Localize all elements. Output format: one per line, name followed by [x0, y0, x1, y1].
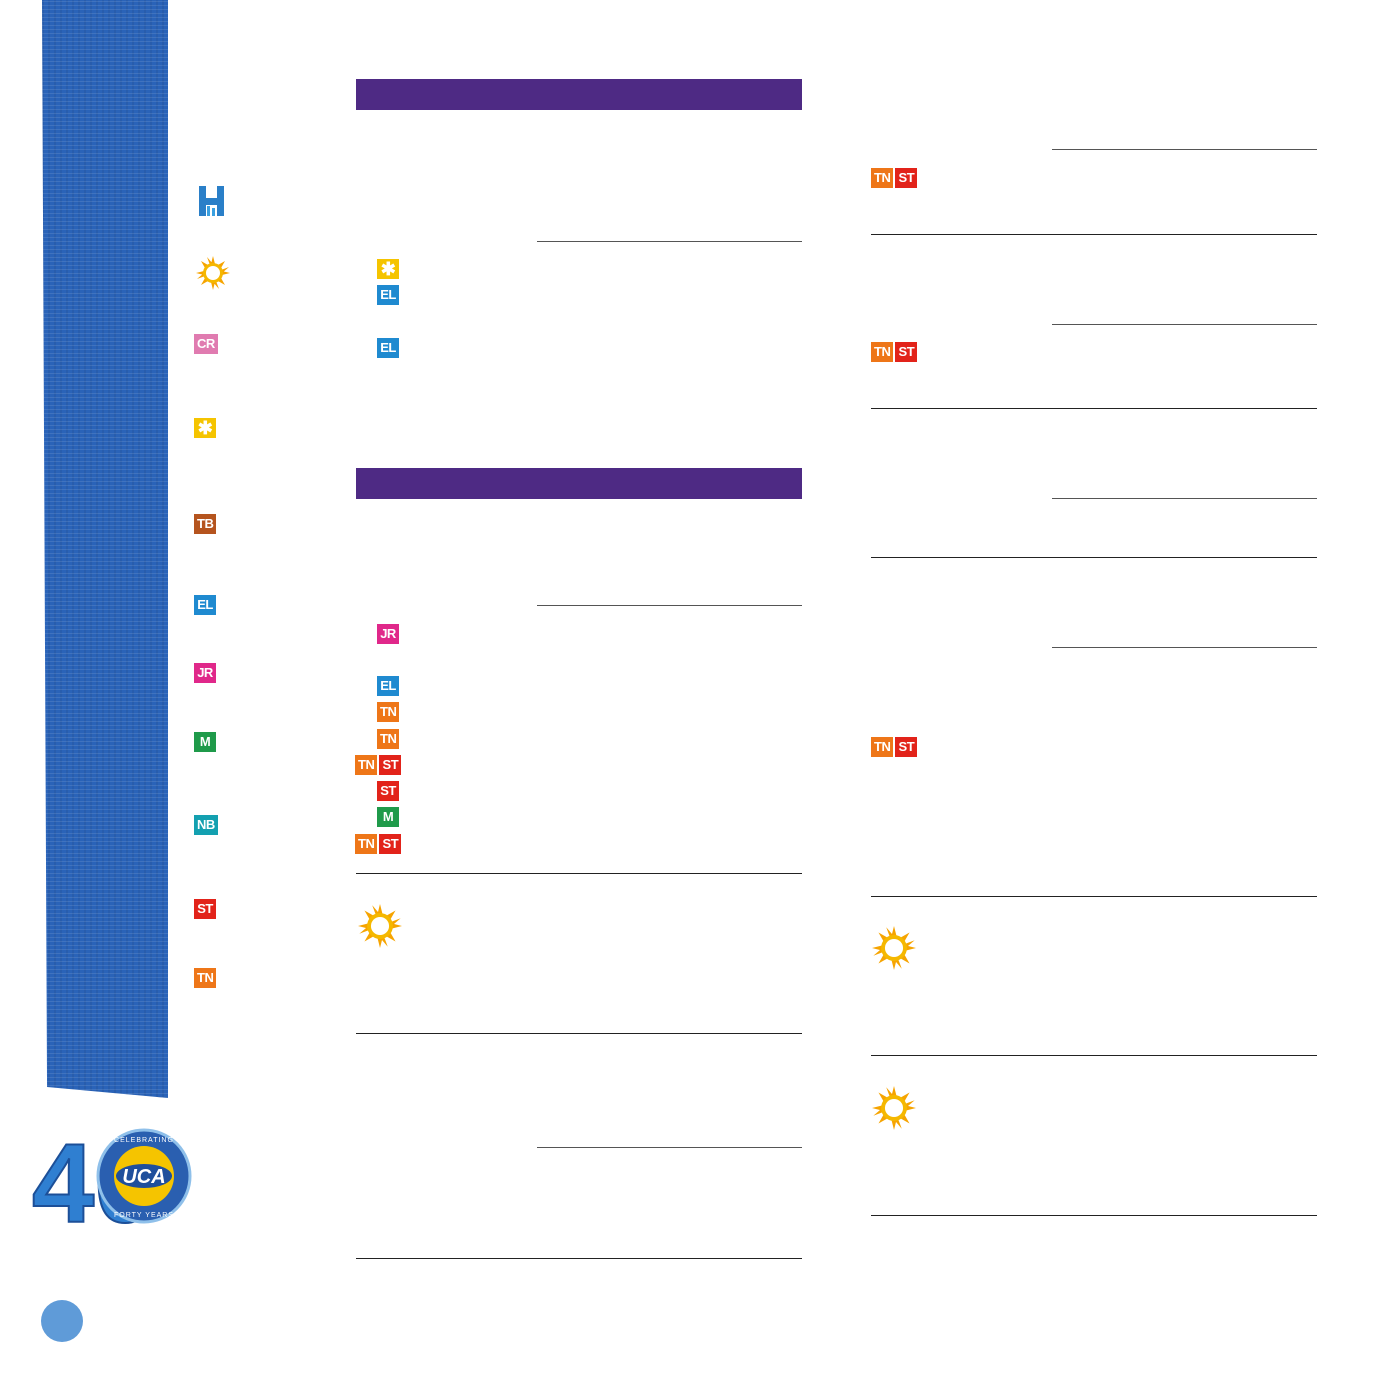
divider	[871, 1215, 1317, 1216]
badge-st: ST	[379, 755, 402, 775]
divider	[871, 1055, 1317, 1056]
badge-tn: TN	[871, 342, 894, 362]
badge-el: EL	[377, 285, 399, 305]
divider	[537, 241, 802, 242]
legend-badge-el: EL	[194, 595, 216, 615]
badge-pair-tn-st: TN ST	[871, 342, 918, 362]
badge-m: M	[377, 807, 399, 827]
divider	[537, 605, 802, 606]
badge-pair-tn-st: TN ST	[871, 168, 918, 188]
divider	[537, 1147, 802, 1148]
divider	[356, 1258, 802, 1259]
badge-tn: TN	[377, 702, 400, 722]
legend-badge-nb: NB	[194, 815, 218, 835]
badge-jr: JR	[377, 624, 399, 644]
divider	[871, 557, 1317, 558]
badge-st: ST	[895, 737, 918, 757]
badge-st: ST	[895, 342, 918, 362]
uca-40-logo: 40 UCA CELEBRATING FORTY YEARS	[32, 1124, 192, 1228]
badge-tn: TN	[377, 729, 400, 749]
badge-tn: TN	[355, 755, 378, 775]
legend-badge-star: ✱	[194, 418, 216, 438]
divider	[1052, 647, 1317, 648]
legend-badge-tb: TB	[194, 514, 217, 534]
divider	[1052, 498, 1317, 499]
badge-st: ST	[379, 834, 402, 854]
divider	[871, 896, 1317, 897]
badge-star: ✱	[377, 259, 399, 279]
badge-pair-tn-st: TN ST	[871, 737, 918, 757]
sun-icon	[358, 904, 402, 948]
divider	[871, 234, 1317, 235]
divider	[356, 873, 802, 874]
sun-icon	[872, 926, 916, 970]
sun-icon	[872, 1086, 916, 1130]
badge-pair-tn-st: TN ST	[355, 755, 402, 775]
legend-badge-tn: TN	[194, 968, 217, 988]
badge-tn: TN	[871, 168, 894, 188]
sun-icon	[196, 256, 230, 290]
h-icon	[199, 186, 224, 216]
divider	[871, 408, 1317, 409]
divider	[1052, 149, 1317, 150]
badge-el: EL	[377, 676, 399, 696]
legend-badge-cr: CR	[194, 334, 218, 354]
page-number-dot	[41, 1300, 83, 1342]
legend-badge-m: M	[194, 732, 216, 752]
badge-tn: TN	[871, 737, 894, 757]
badge-st: ST	[895, 168, 918, 188]
divider	[356, 1033, 802, 1034]
badge-st: ST	[377, 781, 399, 801]
ribbon-decoration	[42, 0, 168, 1098]
section-header-bar	[356, 79, 802, 110]
logo-brand: UCA	[122, 1166, 165, 1188]
section-header-bar	[356, 468, 802, 499]
badge-pair-tn-st: TN ST	[355, 834, 402, 854]
logo-arc-top: CELEBRATING	[114, 1137, 174, 1144]
legend-badge-st: ST	[194, 899, 216, 919]
badge-tn: TN	[355, 834, 378, 854]
divider	[1052, 324, 1317, 325]
logo-arc-bottom: FORTY YEARS	[114, 1212, 174, 1219]
legend-badge-jr: JR	[194, 663, 216, 683]
badge-el: EL	[377, 338, 399, 358]
